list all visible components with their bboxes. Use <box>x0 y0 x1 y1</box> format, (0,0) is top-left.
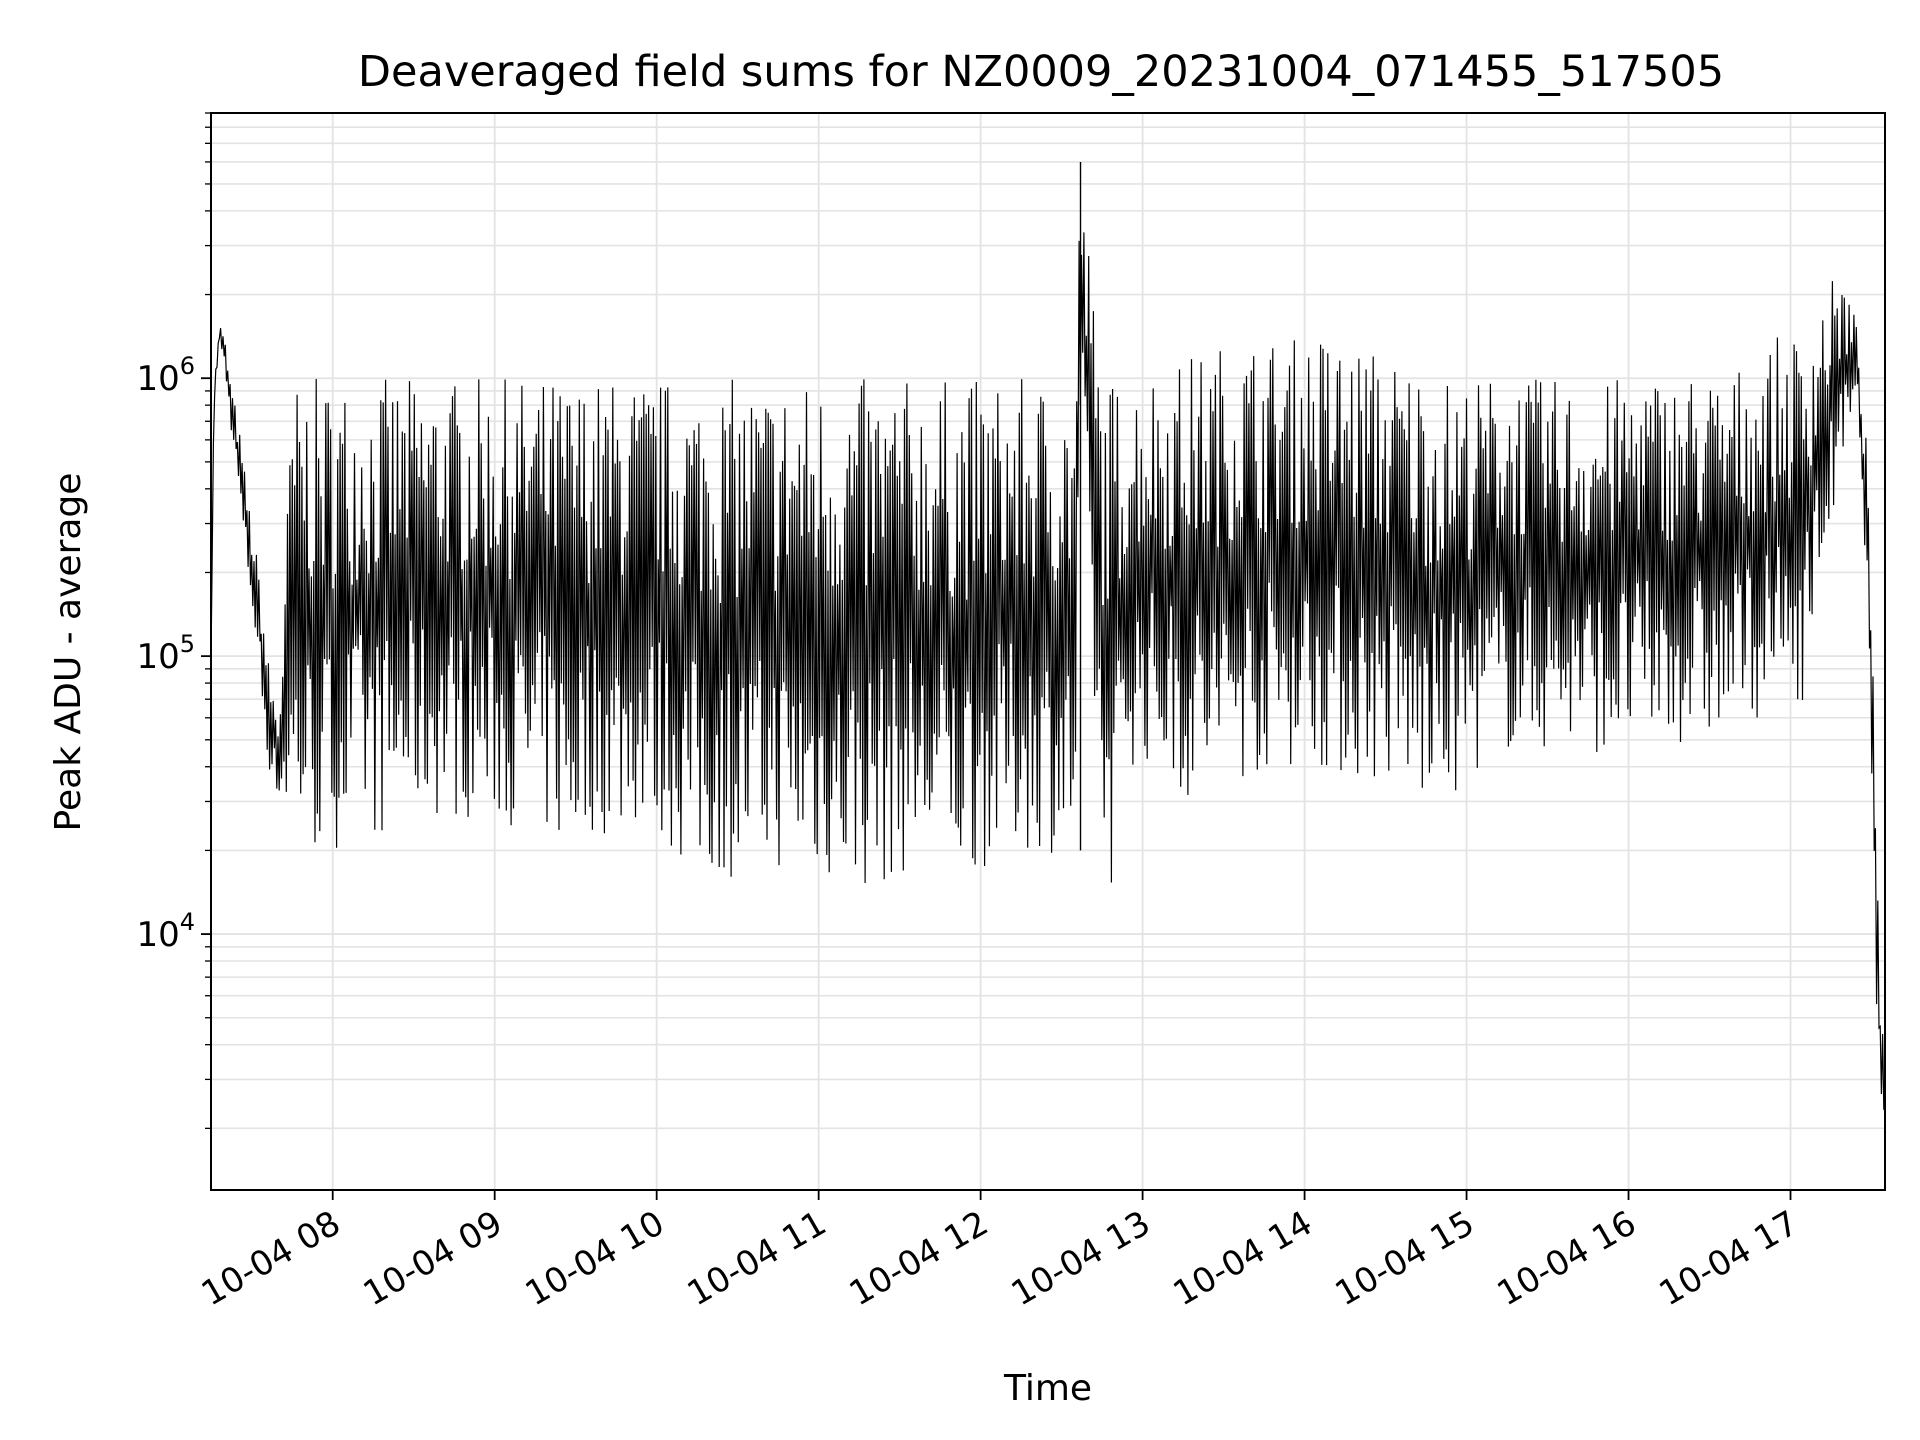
x-tick-label: 10-04 15 <box>1329 1203 1481 1314</box>
x-tick-label: 10-04 14 <box>1167 1203 1319 1314</box>
x-axis-label: Time <box>1003 1368 1092 1409</box>
x-tick-label: 10-04 09 <box>357 1203 509 1314</box>
x-tick-label: 10-04 10 <box>519 1203 671 1314</box>
axes-frame <box>210 112 1886 1191</box>
plot-area <box>210 161 1886 1110</box>
grid <box>211 112 1885 1190</box>
x-tick-label: 10-04 16 <box>1491 1203 1643 1314</box>
x-tick-label: 10-04 08 <box>195 1203 347 1314</box>
y-tick-label: 104 <box>136 908 195 955</box>
x-tick-label: 10-04 12 <box>843 1203 995 1314</box>
series-line <box>210 232 1886 1110</box>
x-tick-label: 10-04 17 <box>1653 1203 1805 1314</box>
x-tick-label: 10-04 11 <box>681 1203 833 1314</box>
y-axis-label: Peak ADU - average <box>48 473 89 832</box>
x-tick-label: 10-04 13 <box>1005 1203 1157 1314</box>
y-tick-label: 105 <box>136 630 195 677</box>
chart-title: Deaveraged field sums for NZ0009_2023100… <box>358 47 1724 97</box>
y-tick-label: 106 <box>136 352 195 399</box>
